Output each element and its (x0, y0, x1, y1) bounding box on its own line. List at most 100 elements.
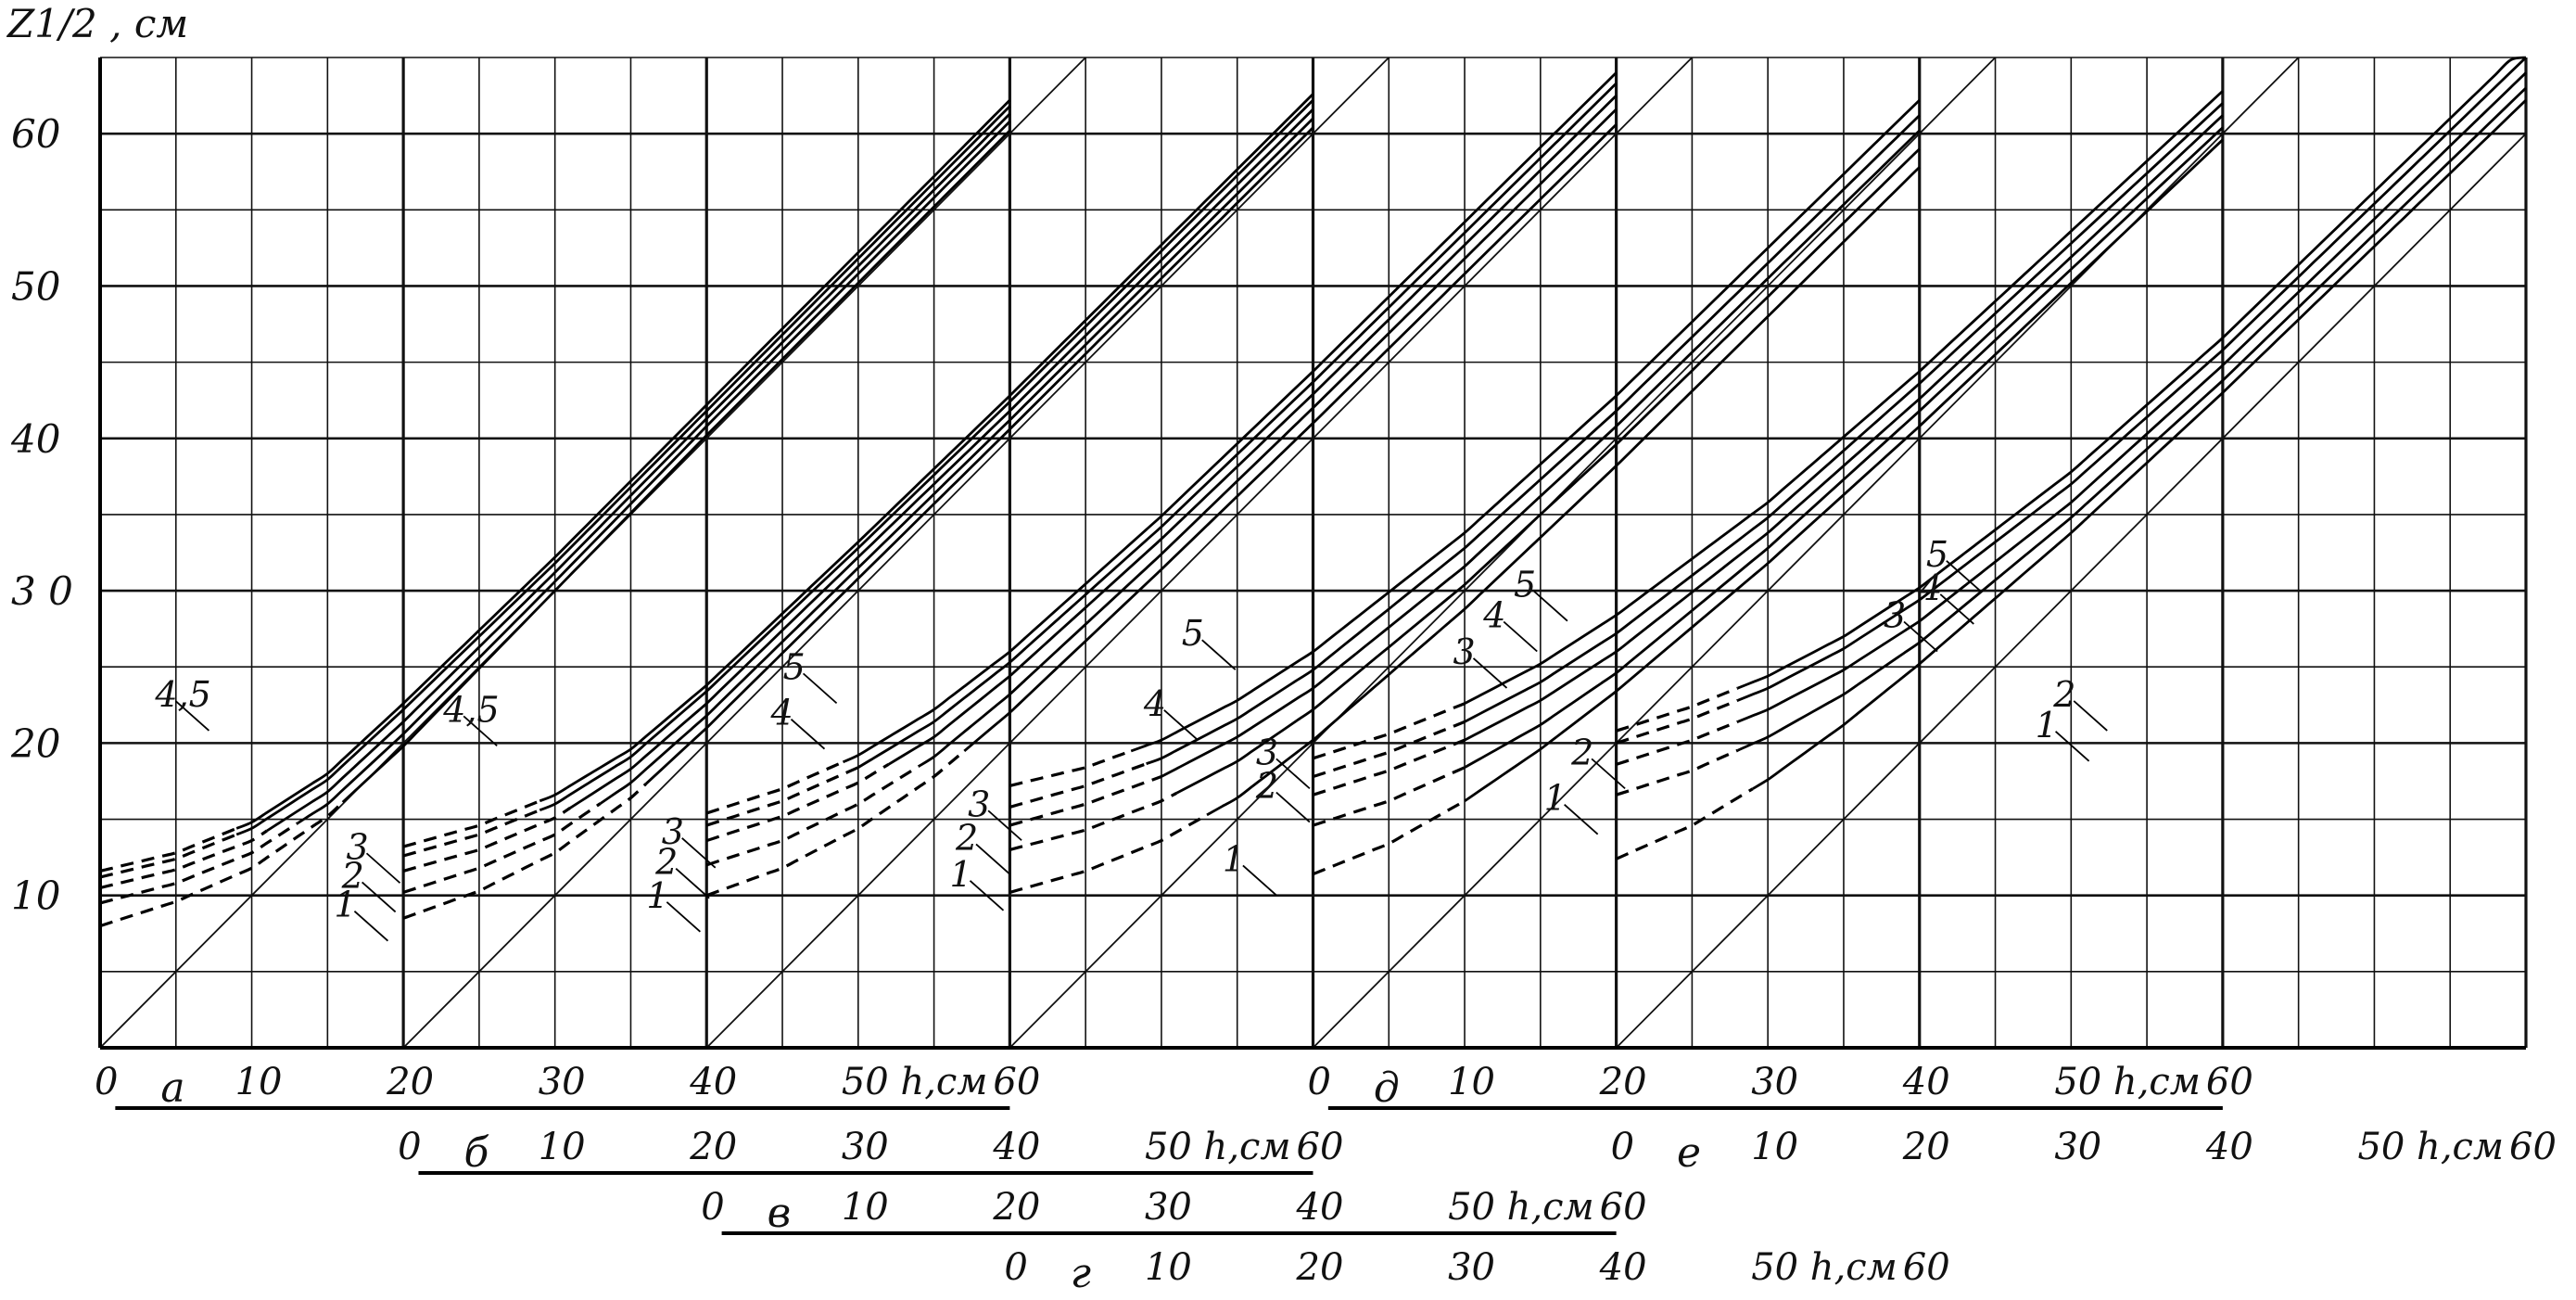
curve-label-leader (802, 672, 838, 705)
x-tick-label-a: 10 (235, 1061, 283, 1103)
curve-label-v: 5 (783, 646, 806, 687)
curves (99, 56, 2527, 928)
curve-label-d: 4 (1482, 595, 1505, 636)
x-tick-label-g: 40 (1599, 1246, 1647, 1289)
curve-label-a: 2 (341, 855, 364, 896)
curve-v-3-solid (887, 95, 1618, 766)
curve-a-3-dashed (99, 829, 268, 890)
curve-v-2-solid (918, 108, 1618, 768)
curve-label-g: 5 (1182, 613, 1204, 654)
x-tick-label-g: 20 (1296, 1246, 1344, 1289)
x-tick-label-b: 10 (539, 1126, 586, 1168)
curve-b-3-solid (569, 108, 1314, 809)
curve-label-leader (2073, 700, 2108, 732)
curve-a-5-dashed (99, 826, 237, 873)
x-tick-label-a: 60 (993, 1061, 1040, 1103)
x-tick-label-e: 0 (1611, 1126, 1634, 1168)
curve-b-2-solid (599, 117, 1314, 805)
curve-label-v: 3 (968, 784, 990, 824)
x-tick-label-d: 20 (1599, 1061, 1647, 1103)
curve-a-1-dashed (99, 800, 344, 928)
curve-label-leader (2055, 731, 2090, 762)
curve-label-leader (1242, 864, 1277, 897)
curve-label-leader (1472, 657, 1508, 689)
y-tick-label: 40 (10, 416, 60, 462)
curve-v-5-solid (842, 71, 1618, 764)
x-tick-label-e: 50 h,см (2357, 1126, 2504, 1168)
curve-d-1-solid (1464, 138, 2224, 802)
y-tick-label: 3 0 (11, 568, 73, 614)
curve-label-leader (1591, 758, 1626, 790)
curve-e-1-dashed (1615, 787, 1754, 860)
panel-letter-v: в (768, 1190, 792, 1237)
x-tick-label-e: 20 (1902, 1126, 1950, 1168)
curve-label-leader (1533, 590, 1568, 622)
panel-letter-d: д (1374, 1064, 1400, 1112)
curve-label-e: 1 (2036, 705, 2058, 746)
curve-label-leader (987, 809, 1022, 841)
curve-d-4-dashed (1313, 720, 1466, 779)
curve-label-d: 3 (1453, 631, 1476, 672)
curve-label-leader (1903, 620, 1938, 653)
curve-label-g: 4 (1143, 683, 1166, 724)
curve-g-5-solid (1130, 98, 1921, 753)
curve-d-4-solid (1464, 102, 2224, 723)
x-tick-label-b: 40 (992, 1126, 1040, 1168)
x-tick-label-a: 0 (95, 1061, 118, 1103)
curve-label-e: 3 (1884, 595, 1906, 636)
curve-e-5-solid (1736, 56, 2527, 690)
x-tick-label-b: 20 (689, 1126, 737, 1168)
x-tick-label-g: 50 h,см (1751, 1246, 1897, 1289)
curve-label-d: 2 (1570, 732, 1593, 772)
curve-e-5-dashed (1616, 686, 1739, 733)
x-tick-label-v: 40 (1296, 1186, 1344, 1229)
curve-label-d: 1 (1544, 778, 1567, 819)
curve-e-3-solid (1736, 71, 2527, 723)
curve-label-a: 3 (347, 826, 369, 867)
curve-e-3-dashed (1616, 720, 1739, 766)
curve-v-2-dashed (705, 765, 920, 867)
curve-label-leader (365, 852, 401, 884)
reference-line-b (402, 57, 1390, 1049)
x-tick-label-b: 60 (1297, 1126, 1344, 1168)
curve-label-b: 1 (646, 875, 668, 916)
curve-d-3-solid (1464, 114, 2224, 742)
x-tick-label-v: 50 h,см (1448, 1186, 1594, 1229)
curve-d-2-dashed (1312, 766, 1466, 827)
x-tick-label-d: 40 (1902, 1061, 1950, 1103)
x-tick-label-d: 10 (1448, 1061, 1495, 1103)
curve-label-e: 4 (1919, 567, 1942, 608)
curve-label-leader (1564, 804, 1599, 835)
curve-g-3-solid (1161, 129, 1921, 778)
curve-label-e: 5 (1926, 534, 1948, 575)
panel-letter-a: а (160, 1064, 184, 1112)
curve-v-3-dashed (705, 763, 890, 843)
x-tick-label-b: 0 (398, 1126, 421, 1168)
curve-d-3-dashed (1313, 738, 1466, 797)
curve-g-2-solid (1175, 147, 1921, 795)
curve-g-5-dashed (1009, 749, 1132, 787)
x-tick-label-d: 30 (1751, 1061, 1798, 1103)
x-tick-label-e: 60 (2509, 1126, 2557, 1168)
curve-label-leader (790, 718, 826, 750)
y-tick-label: 20 (10, 720, 60, 766)
curve-v-1-dashed (705, 749, 966, 898)
curve-label-g: 1 (1223, 838, 1245, 879)
curve-b-5-dashed (402, 799, 540, 848)
y-tick-label: 50 (11, 263, 60, 309)
curve-label-leader (362, 881, 397, 913)
curve-e-2-dashed (1616, 748, 1739, 797)
curve-a-4-solid (235, 105, 1011, 836)
curve-a-1-solid (341, 129, 1011, 804)
curve-label-a: 1 (334, 885, 356, 925)
curve-label-v: 4 (769, 693, 793, 733)
curve-b-4-dashed (402, 809, 540, 858)
curve-label-leader (1503, 620, 1538, 653)
curve-label-leader (174, 700, 210, 732)
y-axis-title: Z1/2 , см (6, 1, 188, 46)
x-tick-label-v: 10 (842, 1186, 889, 1229)
curve-label-leader (666, 901, 701, 933)
